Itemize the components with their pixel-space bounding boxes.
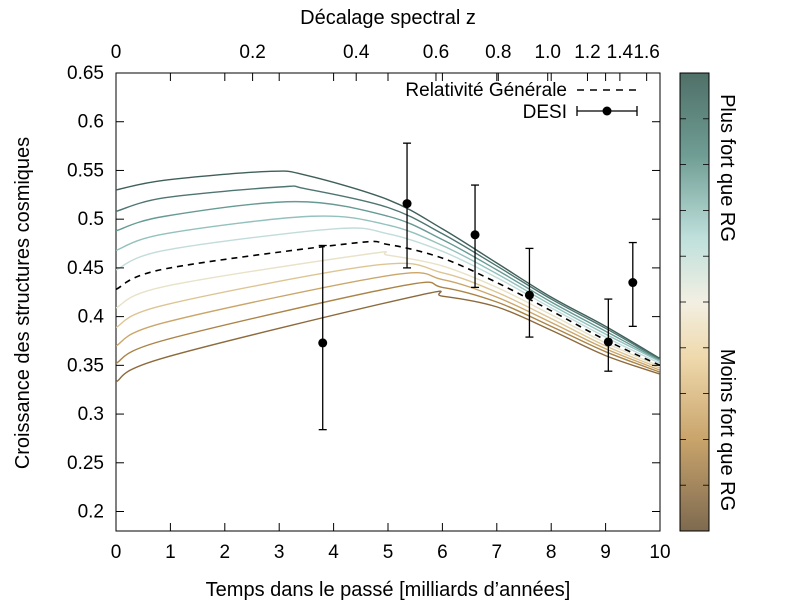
x2-tick-label-3: 0.6 — [423, 42, 449, 63]
desi-point-3 — [524, 290, 534, 300]
model-curve-0 — [116, 170, 660, 360]
gr-curve — [116, 240, 660, 367]
y-tick-label-6: 0.5 — [78, 209, 104, 230]
colorbar: Plus fort que RG Moins fort que RG — [679, 72, 738, 532]
model-curve-1 — [116, 185, 660, 361]
x-tick-label-5: 5 — [383, 542, 394, 563]
gr-curve-group — [116, 240, 660, 367]
x2-tick-label-1: 0.2 — [239, 42, 265, 63]
model-curve-7 — [116, 272, 660, 371]
y-tick-label-0: 0.2 — [78, 502, 104, 523]
desi-points-group — [318, 142, 638, 431]
y-tick-label-2: 0.3 — [78, 404, 104, 425]
x-tick-label-6: 6 — [437, 542, 448, 563]
x2-tick-label-5: 1.0 — [535, 42, 561, 63]
desi-point-1 — [402, 199, 412, 209]
axes-ticks: 0 1 2 3 4 5 6 7 8 9 10 0 0.2 0.4 0.6 0.8 1.0 1.2 1.4 1.6 0.2… — [67, 42, 671, 563]
legend-label-gr: Relativité Générale — [405, 80, 567, 101]
model-curve-9 — [116, 290, 660, 383]
x-tick-label-1: 1 — [165, 542, 176, 563]
y-tick-label-7: 0.55 — [67, 160, 104, 181]
x-tick-label-8: 8 — [546, 542, 557, 563]
y-tick-label-9: 0.65 — [67, 63, 104, 84]
x2-tick-label-7: 1.4 — [607, 42, 634, 63]
model-curve-2 — [116, 200, 660, 362]
x2-tick-label-2: 0.4 — [343, 42, 370, 63]
desi-point-5 — [628, 278, 638, 288]
x-tick-label-9: 9 — [600, 542, 611, 563]
x-axis-title: Temps dans le passé [milliards d’années] — [206, 579, 571, 601]
desi-point-0 — [318, 338, 328, 348]
y-tick-label-1: 0.25 — [67, 453, 104, 474]
legend-swatch-desi-marker — [602, 106, 612, 116]
y-axis-title: Croissance des structures cosmiques — [12, 137, 34, 469]
x-tick-label-10: 10 — [649, 542, 670, 563]
x-tick-label-7: 7 — [492, 542, 503, 563]
model-curve-8 — [116, 281, 660, 373]
desi-point-4 — [603, 337, 613, 347]
x2-tick-label-8: 1.6 — [633, 42, 659, 63]
model-curve-6 — [116, 262, 660, 369]
x2-tick-label-6: 1.2 — [574, 42, 600, 63]
x2-tick-label-4: 0.8 — [485, 42, 511, 63]
colorbar-ticks — [680, 118, 709, 486]
desi-point-2 — [470, 230, 480, 240]
legend-label-desi: DESI — [523, 102, 567, 123]
x2-axis-title: Décalage spectral z — [300, 7, 476, 29]
legend: Relativité Générale DESI — [405, 80, 638, 123]
x-tick-label-2: 2 — [220, 542, 231, 563]
y-tick-label-8: 0.6 — [78, 112, 104, 133]
x-tick-label-4: 4 — [328, 542, 339, 563]
x-tick-label-3: 3 — [274, 542, 285, 563]
x-tick-label-0: 0 — [111, 542, 122, 563]
y-tick-label-3: 0.35 — [67, 355, 104, 376]
model-curve-5 — [116, 251, 660, 367]
model-curve-3 — [116, 215, 660, 363]
y-tick-label-5: 0.45 — [67, 258, 104, 279]
colorbar-top-label: Plus fort que RG — [716, 94, 738, 242]
model-curve-4 — [116, 227, 660, 365]
y-tick-label-4: 0.4 — [78, 307, 105, 328]
x2-tick-label-0: 0 — [111, 42, 122, 63]
colorbar-bottom-label: Moins fort que RG — [716, 349, 738, 511]
model-curves — [116, 170, 660, 383]
